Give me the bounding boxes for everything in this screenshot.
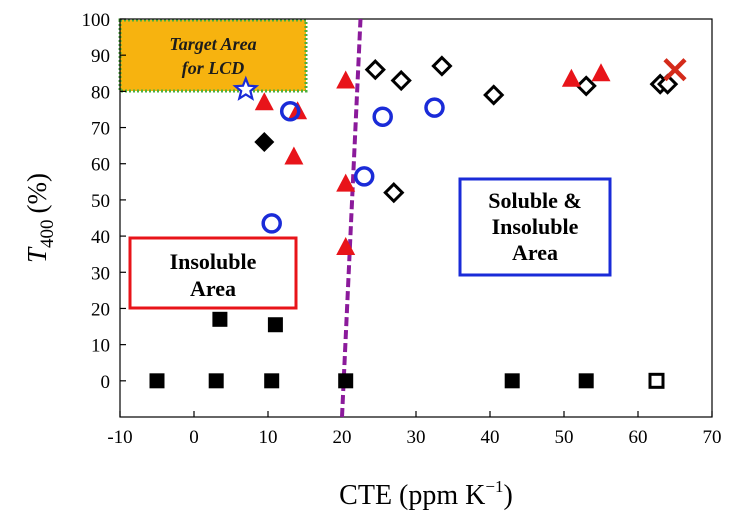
y-axis-title-unit: (%) xyxy=(22,173,52,213)
soluble-insoluble-area-box xyxy=(458,177,612,277)
y-axis-title-main: T xyxy=(22,246,52,263)
circle-point-0 xyxy=(279,101,301,122)
triangle-point-5 xyxy=(336,236,356,255)
open-diamond-point-4 xyxy=(575,75,597,97)
y-axis-title-sub: 400 xyxy=(37,219,58,248)
y-tick-label-10: 100 xyxy=(82,10,111,31)
target-area-label-line1: Target Area xyxy=(169,34,256,54)
x-tick-label-6: 50 xyxy=(555,427,574,448)
x-tick-label-2: 10 xyxy=(259,427,278,448)
triangle-point-7 xyxy=(591,63,611,82)
circle-point-3 xyxy=(353,166,375,187)
y-tick-label-8: 80 xyxy=(91,82,110,103)
open-diamond-point-3 xyxy=(483,84,505,106)
y-tick-label-5: 50 xyxy=(91,191,110,212)
soluble-area-label-line3: Area xyxy=(512,240,558,265)
x-tick-label-0: -10 xyxy=(107,427,132,448)
open-diamond-point-7 xyxy=(383,182,405,204)
circle-point-1 xyxy=(261,213,282,234)
cross-point-0 xyxy=(663,58,687,82)
target-area-box xyxy=(118,18,308,93)
insoluble-area-box xyxy=(128,236,298,310)
y-tick-label-9: 90 xyxy=(91,46,110,67)
insoluble-area-label-line1: Insoluble xyxy=(170,249,257,274)
insoluble-area-label-line2: Area xyxy=(190,276,236,301)
open-diamond-point-0 xyxy=(364,59,386,81)
triangle-point-6 xyxy=(561,68,581,87)
filled-square-point-2 xyxy=(264,373,280,389)
circle-point-4 xyxy=(424,97,445,118)
open-diamond-point-2 xyxy=(431,55,453,77)
filled-square-point-5 xyxy=(578,373,594,389)
x-tick-label-8: 70 xyxy=(703,427,722,448)
triangle-point-3 xyxy=(336,70,356,89)
x-tick-label-7: 60 xyxy=(629,427,648,448)
boundary-line xyxy=(340,18,363,418)
triangle-point-0 xyxy=(254,92,274,111)
filled-square-point-3 xyxy=(338,373,354,389)
x-tick-label-1: 0 xyxy=(189,427,199,448)
open-diamond-point-1 xyxy=(390,69,412,92)
filled-square-point-4 xyxy=(504,373,520,389)
filled-square-point-0 xyxy=(149,373,165,389)
x-axis-title-close: ) xyxy=(503,480,512,511)
star-point-0 xyxy=(232,75,260,101)
x-tick-label-4: 30 xyxy=(407,427,426,448)
y-tick-label-4: 40 xyxy=(91,227,110,248)
triangle-point-4 xyxy=(336,173,356,192)
soluble-area-label-line2: Insoluble xyxy=(492,214,579,239)
open-diamond-point-6 xyxy=(656,73,679,95)
open-square-point-0 xyxy=(648,372,665,389)
x-tick-label-5: 40 xyxy=(481,427,500,448)
circle-point-2 xyxy=(372,106,393,127)
filled-square-point-6 xyxy=(212,311,228,327)
filled-diamond-point-0 xyxy=(254,132,275,153)
filled-square-point-1 xyxy=(208,373,224,389)
x-axis-title-main: CTE (ppm K xyxy=(339,480,485,511)
y-tick-label-7: 70 xyxy=(91,119,110,140)
x-axis-title: CTE (ppm K−1) xyxy=(339,477,513,511)
y-tick-label-3: 30 xyxy=(91,263,110,284)
y-tick-label-0: 0 xyxy=(101,372,111,393)
target-area-label-line2: for LCD xyxy=(182,58,245,78)
filled-square-point-7 xyxy=(267,317,283,333)
triangle-point-2 xyxy=(284,146,304,165)
y-tick-label-2: 20 xyxy=(91,299,110,320)
soluble-area-label-line1: Soluble & xyxy=(488,188,582,213)
y-tick-label-1: 10 xyxy=(91,336,110,357)
y-tick-label-6: 60 xyxy=(91,155,110,176)
y-axis-title: T400 (%) xyxy=(22,173,58,263)
x-tick-label-3: 20 xyxy=(333,427,352,448)
x-axis-title-sup: −1 xyxy=(485,477,503,496)
